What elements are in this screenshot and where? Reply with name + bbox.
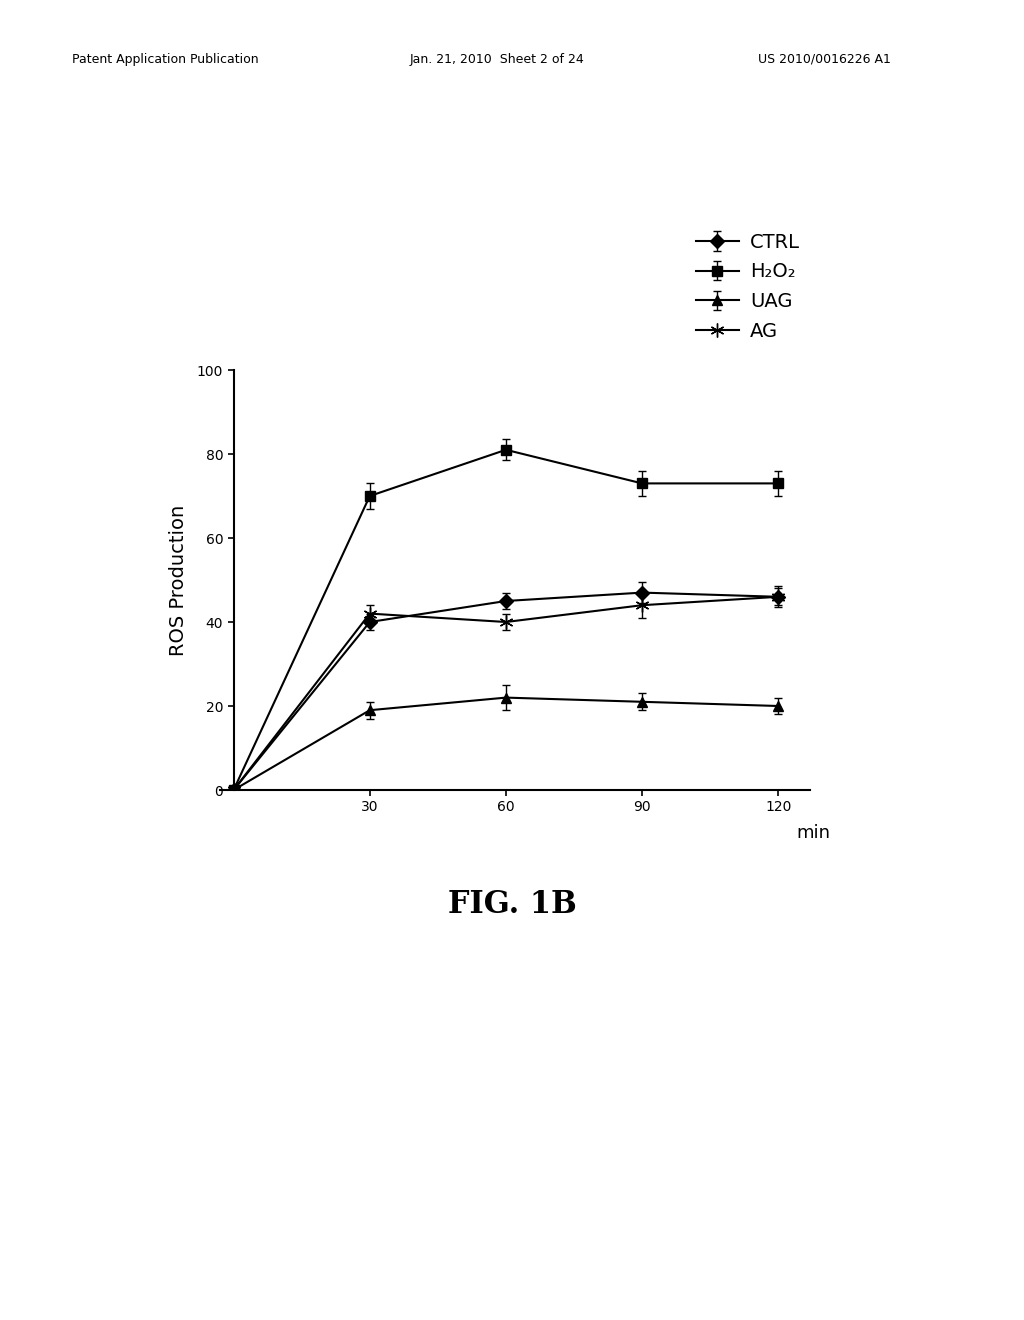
Y-axis label: ROS Production: ROS Production [170,504,188,656]
Text: min: min [797,824,830,842]
Legend: CTRL, H₂O₂, UAG, AG: CTRL, H₂O₂, UAG, AG [696,232,801,341]
Text: US 2010/0016226 A1: US 2010/0016226 A1 [758,53,891,66]
Text: Patent Application Publication: Patent Application Publication [72,53,258,66]
Text: FIG. 1B: FIG. 1B [447,888,577,920]
Text: Jan. 21, 2010  Sheet 2 of 24: Jan. 21, 2010 Sheet 2 of 24 [410,53,585,66]
